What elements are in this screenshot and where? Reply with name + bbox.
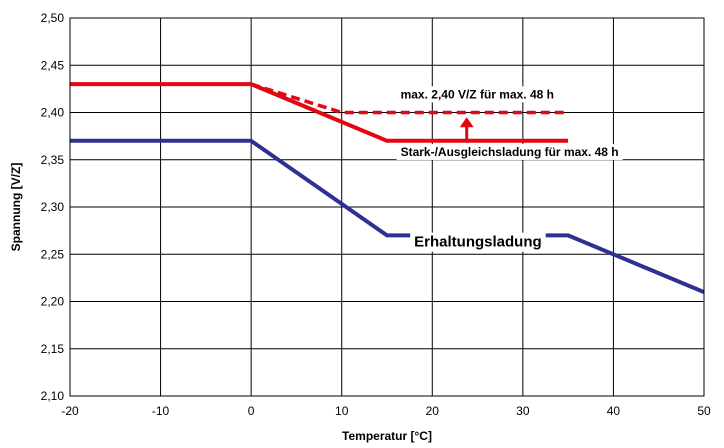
x-tick-label: 0 <box>248 404 255 418</box>
y-tick-label: 2,10 <box>41 389 65 403</box>
y-tick-label: 2,35 <box>41 153 65 167</box>
x-tick-label: -10 <box>152 404 170 418</box>
annotation-label: Stark-/Ausgleichsladung für max. 48 h <box>401 145 619 159</box>
annotation-background <box>410 232 546 252</box>
y-tick-label: 2,25 <box>41 247 65 261</box>
arrow-head <box>459 117 474 128</box>
series-line-2 <box>70 138 705 294</box>
x-tick-label: 10 <box>335 404 349 418</box>
y-tick-label: 2,30 <box>41 200 65 214</box>
plot-border <box>69 17 705 397</box>
annotation-background <box>396 143 623 160</box>
annotation-arrow <box>459 117 474 141</box>
x-tick-label: 40 <box>607 404 621 418</box>
x-tick-label: 30 <box>516 404 530 418</box>
series-layer <box>70 82 705 294</box>
y-axis-title: Spannung [V/Z] <box>9 163 23 252</box>
tick-labels: -20 -10 0 10 20 30 40 50 2,10 2,15 2,20 2,25 2,30 2,3… <box>41 11 711 418</box>
x-tick-label: 50 <box>697 404 711 418</box>
annotation-background <box>396 86 558 103</box>
y-tick-label: 2,20 <box>41 295 65 309</box>
y-tick-label: 2,45 <box>41 58 65 72</box>
annotations: max. 2,40 V/Z für max. 48 h Stark-/Ausgle… <box>396 86 623 252</box>
series-line-0 <box>70 82 569 143</box>
x-tick-label: 20 <box>426 404 440 418</box>
x-tick-label: -20 <box>61 404 79 418</box>
annotation-label: Erhaltungsladung <box>414 234 541 251</box>
series-line-1 <box>250 82 569 115</box>
x-axis-title: Temperatur [°C] <box>342 429 432 443</box>
y-tick-label: 2,50 <box>41 11 65 25</box>
y-tick-label: 2,15 <box>41 342 65 356</box>
y-tick-label: 2,40 <box>41 106 65 120</box>
annotation-label: max. 2,40 V/Z für max. 48 h <box>401 87 554 101</box>
